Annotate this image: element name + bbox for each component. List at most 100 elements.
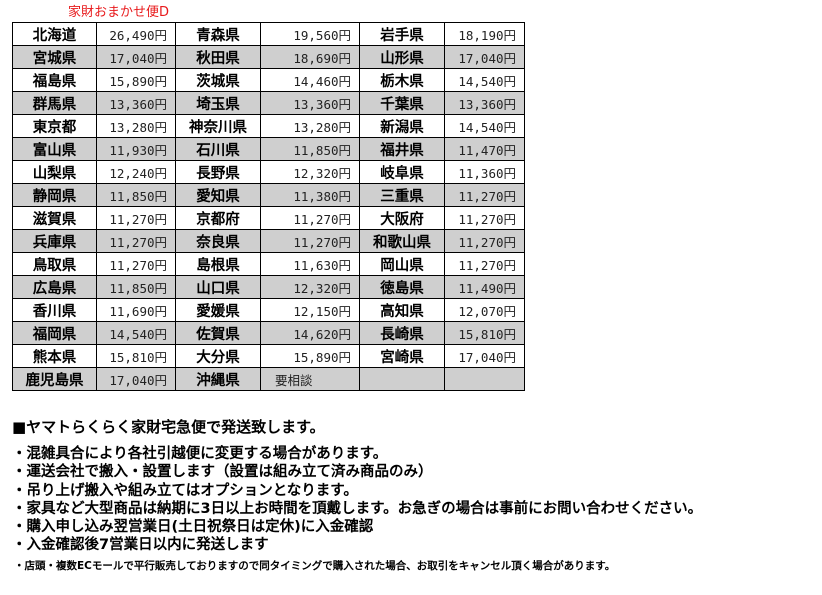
prefecture-cell: 富山県: [12, 137, 97, 161]
table-row: 東京都 13,280円 神奈川県 13,280円 新潟県 14,540円: [12, 114, 525, 138]
prefecture-cell: 山口県: [175, 275, 261, 299]
price-cell: 11,850円: [96, 183, 176, 207]
price-cell: 19,560円: [260, 22, 360, 46]
price-cell: 14,540円: [444, 114, 525, 138]
table-row: 鳥取県 11,270円 島根県 11,630円 岡山県 11,270円: [12, 252, 525, 276]
price-cell: 12,240円: [96, 160, 176, 184]
price-cell: 13,360円: [444, 91, 525, 115]
shipping-plan-title: 家財おまかせ便D: [68, 5, 170, 20]
price-cell: 14,620円: [260, 321, 360, 345]
price-cell: 17,040円: [96, 45, 176, 69]
table-row: 兵庫県 11,270円 奈良県 11,270円 和歌山県 11,270円: [12, 229, 525, 253]
price-cell: 11,380円: [260, 183, 360, 207]
prefecture-cell: 佐賀県: [175, 321, 261, 345]
price-cell: 26,490円: [96, 22, 176, 46]
price-cell: 11,470円: [444, 137, 525, 161]
price-cell: 12,150円: [260, 298, 360, 322]
table-row: 福島県 15,890円 茨城県 14,460円 栃木県 14,540円: [12, 68, 525, 92]
prefecture-cell: 大阪府: [359, 206, 445, 230]
prefecture-cell: 東京都: [12, 114, 97, 138]
shipping-rate-table: 北海道 26,490円 青森県 19,560円 岩手県 18,190円 宮城県 17,040円…: [12, 22, 525, 391]
notes-heading: ■ヤマトらくらく家財宅急便で発送致します。: [12, 418, 325, 436]
prefecture-cell: 香川県: [12, 298, 97, 322]
price-cell: 14,460円: [260, 68, 360, 92]
price-cell: 12,320円: [260, 160, 360, 184]
price-cell: 15,810円: [96, 344, 176, 368]
prefecture-cell: [359, 367, 445, 391]
table-row: 北海道 26,490円 青森県 19,560円 岩手県 18,190円: [12, 22, 525, 46]
prefecture-cell: 大分県: [175, 344, 261, 368]
price-cell: 11,270円: [444, 206, 525, 230]
note-item: ・混雑具合により各社引越便に変更する場合があります。: [12, 446, 388, 462]
table-row: 福岡県 14,540円 佐賀県 14,620円 長崎県 15,810円: [12, 321, 525, 345]
table-row: 群馬県 13,360円 埼玉県 13,360円 千葉県 13,360円: [12, 91, 525, 115]
note-item: ・吊り上げ搬入や組み立てはオプションとなります。: [12, 482, 358, 499]
note-item: ・運送会社で搬入・設置します（設置は組み立て済み商品のみ）: [12, 464, 433, 481]
footnote: ・店頭・複数ECモールで平行販売しておりますので同タイミングで購入された場合、お…: [14, 560, 616, 572]
table-row: 宮城県 17,040円 秋田県 18,690円 山形県 17,040円: [12, 45, 525, 69]
prefecture-cell: 愛知県: [175, 183, 261, 207]
prefecture-cell: 秋田県: [175, 45, 261, 69]
price-cell: 11,270円: [96, 252, 176, 276]
prefecture-cell: 高知県: [359, 298, 445, 322]
prefecture-cell: 鳥取県: [12, 252, 97, 276]
prefecture-cell: 長崎県: [359, 321, 445, 345]
prefecture-cell: 岐阜県: [359, 160, 445, 184]
note-item: ・家具など大型商品は納期に3日以上お時間を頂戴します。お急ぎの場合は事前にお問い…: [12, 500, 703, 517]
prefecture-cell: 福井県: [359, 137, 445, 161]
prefecture-cell: 滋賀県: [12, 206, 97, 230]
prefecture-cell: 山形県: [359, 45, 445, 69]
price-cell: 15,890円: [96, 68, 176, 92]
prefecture-cell: 和歌山県: [359, 229, 445, 253]
prefecture-cell: 広島県: [12, 275, 97, 299]
price-cell: 11,270円: [96, 206, 176, 230]
table-row: 山梨県 12,240円 長野県 12,320円 岐阜県 11,360円: [12, 160, 525, 184]
price-cell: 17,040円: [444, 344, 525, 368]
price-cell: 13,280円: [96, 114, 176, 138]
prefecture-cell: 沖縄県: [175, 367, 261, 391]
prefecture-cell: 島根県: [175, 252, 261, 276]
table-row: 静岡県 11,850円 愛知県 11,380円 三重県 11,270円: [12, 183, 525, 207]
prefecture-cell: 群馬県: [12, 91, 97, 115]
price-cell: 12,070円: [444, 298, 525, 322]
table-row: 広島県 11,850円 山口県 12,320円 徳島県 11,490円: [12, 275, 525, 299]
prefecture-cell: 青森県: [175, 22, 261, 46]
prefecture-cell: 山梨県: [12, 160, 97, 184]
price-cell: 11,270円: [260, 229, 360, 253]
prefecture-cell: 三重県: [359, 183, 445, 207]
prefecture-cell: 愛媛県: [175, 298, 261, 322]
price-cell: 要相談: [260, 367, 360, 391]
note-item: ・入金確認後7営業日以内に発送します: [12, 537, 269, 554]
prefecture-cell: 宮崎県: [359, 344, 445, 368]
prefecture-cell: 岩手県: [359, 22, 445, 46]
table-row: 香川県 11,690円 愛媛県 12,150円 高知県 12,070円: [12, 298, 525, 322]
price-cell: 11,850円: [260, 137, 360, 161]
table-row: 熊本県 15,810円 大分県 15,890円 宮崎県 17,040円: [12, 344, 525, 368]
price-cell: 11,850円: [96, 275, 176, 299]
table-row: 鹿児島県 17,040円 沖縄県 要相談: [12, 367, 525, 391]
price-cell: 11,270円: [444, 183, 525, 207]
price-cell: 11,270円: [96, 229, 176, 253]
price-cell: 18,190円: [444, 22, 525, 46]
price-cell: 18,690円: [260, 45, 360, 69]
price-cell: 11,360円: [444, 160, 525, 184]
price-cell: 17,040円: [96, 367, 176, 391]
note-item: ・購入申し込み翌営業日(土日祝祭日は定休)に入金確認: [12, 519, 374, 536]
price-cell: 15,890円: [260, 344, 360, 368]
price-cell: 15,810円: [444, 321, 525, 345]
prefecture-cell: 神奈川県: [175, 114, 261, 138]
table-row: 滋賀県 11,270円 京都府 11,270円 大阪府 11,270円: [12, 206, 525, 230]
prefecture-cell: 宮城県: [12, 45, 97, 69]
prefecture-cell: 奈良県: [175, 229, 261, 253]
prefecture-cell: 埼玉県: [175, 91, 261, 115]
price-cell: 11,270円: [444, 229, 525, 253]
prefecture-cell: 石川県: [175, 137, 261, 161]
price-cell: 14,540円: [96, 321, 176, 345]
prefecture-cell: 兵庫県: [12, 229, 97, 253]
prefecture-cell: 長野県: [175, 160, 261, 184]
price-cell: 13,360円: [96, 91, 176, 115]
prefecture-cell: 熊本県: [12, 344, 97, 368]
prefecture-cell: 徳島県: [359, 275, 445, 299]
price-cell: 11,630円: [260, 252, 360, 276]
prefecture-cell: 福岡県: [12, 321, 97, 345]
